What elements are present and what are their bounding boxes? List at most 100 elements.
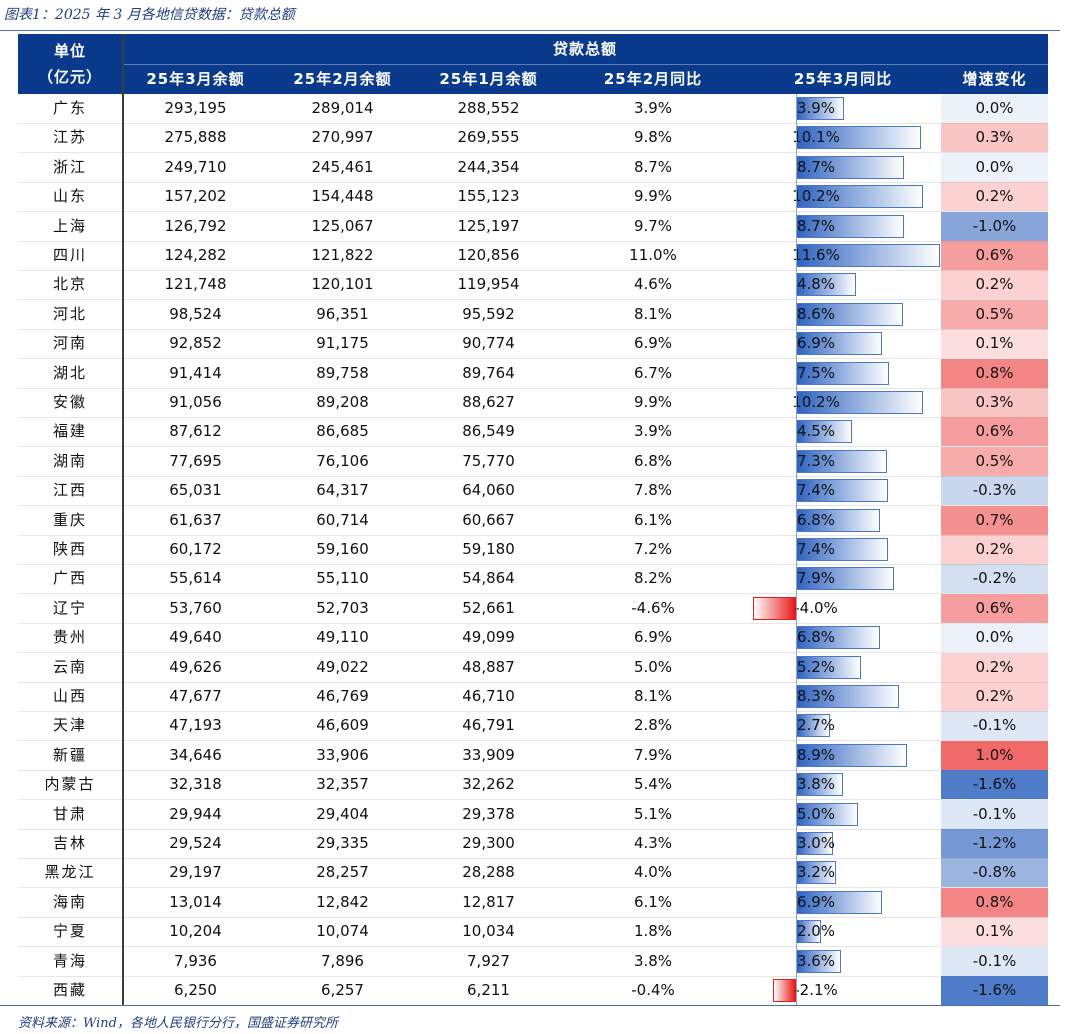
jan-balance-cell: 75,770 — [462, 451, 515, 470]
region-name: 新疆 — [52, 745, 87, 764]
region-name: 重庆 — [52, 510, 87, 529]
region-name: 西藏 — [52, 981, 87, 999]
growth-change-cell: -0.2% — [941, 564, 1048, 594]
table-row: 青海 7,936 7,896 7,927 3.8% 3.6% -0.1% — [18, 946, 1048, 977]
feb-balance-cell: 29,335 — [316, 834, 369, 852]
feb-balance-cell: 120,101 — [311, 275, 374, 294]
jan-balance-cell: 46,710 — [462, 687, 515, 705]
mar-balance-cell: 91,414 — [169, 363, 222, 382]
mar-yoy-value: 11.6% — [792, 246, 840, 264]
jan-balance-cell: 88,627 — [462, 393, 515, 411]
table-row: 重庆 61,637 60,714 60,667 6.1% 6.8% 0.7% — [18, 505, 1048, 536]
mar-yoy-cell: 8.7% — [745, 153, 941, 182]
jan-balance-cell: 95,592 — [462, 304, 515, 323]
table-row: 河南 92,852 91,175 90,774 6.9% 6.9% 0.1% — [18, 329, 1048, 360]
mar-balance-cell: 55,614 — [169, 569, 222, 588]
feb-yoy-cell: 4.0% — [633, 863, 673, 882]
jan-balance-cell: 125,197 — [457, 216, 520, 235]
table-row: 陕西 60,172 59,160 59,180 7.2% 7.4% 0.2% — [18, 535, 1048, 565]
table-row: 贵州 49,640 49,110 49,099 6.9% 6.8% 0.0% — [18, 623, 1048, 654]
mar-yoy-cell: 3.6% — [745, 947, 941, 976]
mar-yoy-cell: 8.7% — [745, 212, 941, 241]
mar-yoy-value: 7.4% — [796, 540, 836, 558]
region-name: 天津 — [52, 716, 87, 735]
growth-change-cell: -1.0% — [941, 211, 1048, 241]
mar-yoy-value: 5.0% — [796, 804, 836, 823]
mar-yoy-value: 7.9% — [796, 569, 836, 588]
feb-balance-cell: 12,842 — [316, 892, 369, 911]
mar-balance-cell: 61,637 — [169, 510, 222, 529]
table-row: 海南 13,014 12,842 12,817 6.1% 6.9% 0.8% — [18, 887, 1048, 918]
feb-yoy-cell: 6.9% — [633, 628, 673, 647]
jan-balance-cell: 33,909 — [462, 745, 515, 764]
first-column-divider — [122, 34, 124, 1005]
table-row: 辽宁 53,760 52,703 52,661 -4.6% -4.0% 0.6% — [18, 593, 1048, 624]
header-col-mar: 25年3月余额 — [122, 64, 269, 94]
feb-yoy-cell: 7.9% — [633, 745, 673, 764]
feb-yoy-cell: 6.8% — [633, 451, 673, 470]
feb-yoy-cell: 11.0% — [629, 246, 677, 264]
table-row: 江苏 275,888 270,997 269,555 9.8% 10.1% 0.3% — [18, 123, 1048, 154]
feb-balance-cell: 6,257 — [321, 981, 364, 999]
feb-yoy-cell: 9.8% — [633, 128, 673, 147]
region-name: 内蒙古 — [44, 775, 96, 794]
feb-yoy-cell: 9.7% — [633, 216, 673, 235]
region-name: 四川 — [52, 246, 87, 264]
feb-yoy-cell: 2.8% — [633, 716, 673, 735]
table-row: 上海 126,792 125,067 125,197 9.7% 8.7% -1.0% — [18, 211, 1048, 242]
mar-balance-cell: 87,612 — [169, 422, 222, 441]
mar-balance-cell: 53,760 — [169, 598, 222, 617]
mar-yoy-value: 6.8% — [796, 628, 836, 647]
mar-balance-cell: 47,677 — [169, 687, 222, 705]
mar-yoy-value: 7.3% — [796, 451, 836, 470]
data-bar-axis — [796, 94, 797, 1005]
growth-change-cell: 0.2% — [941, 682, 1048, 711]
table-row: 浙江 249,710 245,461 244,354 8.7% 8.7% 0.0% — [18, 152, 1048, 183]
table-row: 云南 49,626 49,022 48,887 5.0% 5.2% 0.2% — [18, 652, 1048, 683]
feb-yoy-cell: 8.1% — [633, 304, 673, 323]
feb-yoy-cell: 6.7% — [633, 363, 673, 382]
feb-balance-cell: 10,074 — [316, 922, 369, 941]
feb-balance-cell: 76,106 — [316, 451, 369, 470]
mar-yoy-value: 8.7% — [796, 157, 836, 176]
mar-yoy-value: 8.3% — [796, 687, 836, 705]
region-name: 北京 — [52, 275, 87, 294]
mar-yoy-cell: 5.2% — [745, 653, 941, 682]
table-row: 广东 293,195 289,014 288,552 3.9% 3.9% 0.0% — [18, 94, 1048, 124]
feb-yoy-cell: 3.9% — [633, 422, 673, 441]
title-rule — [0, 30, 1060, 31]
jan-balance-cell: 32,262 — [462, 775, 515, 794]
mar-yoy-cell: 10.1% — [745, 123, 941, 152]
region-name: 辽宁 — [52, 598, 87, 617]
table-row: 山西 47,677 46,769 46,710 8.1% 8.3% 0.2% — [18, 682, 1048, 712]
jan-balance-cell: 119,954 — [457, 275, 520, 294]
feb-balance-cell: 46,769 — [316, 687, 369, 705]
feb-balance-cell: 49,022 — [316, 657, 369, 676]
growth-change-cell: 0.5% — [941, 446, 1048, 476]
table-row: 黑龙江 29,197 28,257 28,288 4.0% 3.2% -0.8% — [18, 858, 1048, 889]
mar-yoy-cell: 6.9% — [745, 329, 941, 358]
jan-balance-cell: 46,791 — [462, 716, 515, 735]
header-unit-line2: （亿元） — [37, 68, 102, 86]
mar-yoy-value: -2.1% — [794, 981, 838, 999]
mar-balance-cell: 77,695 — [169, 451, 222, 470]
mar-balance-cell: 47,193 — [169, 716, 222, 735]
mar-balance-cell: 29,944 — [169, 804, 222, 823]
region-name: 河南 — [52, 334, 87, 353]
region-name: 江苏 — [52, 128, 87, 147]
mar-yoy-value: 8.6% — [796, 304, 836, 323]
mar-balance-cell: 249,710 — [164, 157, 227, 176]
growth-change-cell: -0.1% — [941, 799, 1048, 829]
region-name: 贵州 — [52, 628, 87, 647]
mar-yoy-value: 7.5% — [796, 363, 836, 382]
growth-change-cell: 0.2% — [941, 182, 1048, 212]
mar-balance-cell: 293,195 — [164, 99, 227, 117]
mar-yoy-cell: 7.5% — [745, 359, 941, 388]
mar-yoy-value: 4.5% — [796, 422, 836, 441]
growth-change-cell: 0.7% — [941, 505, 1048, 535]
jan-balance-cell: 49,099 — [462, 628, 515, 647]
jan-balance-cell: 7,927 — [467, 951, 510, 970]
mar-yoy-cell: 7.4% — [745, 476, 941, 505]
mar-yoy-value: 8.9% — [796, 745, 836, 764]
header-col-feb: 25年2月余额 — [269, 64, 416, 94]
